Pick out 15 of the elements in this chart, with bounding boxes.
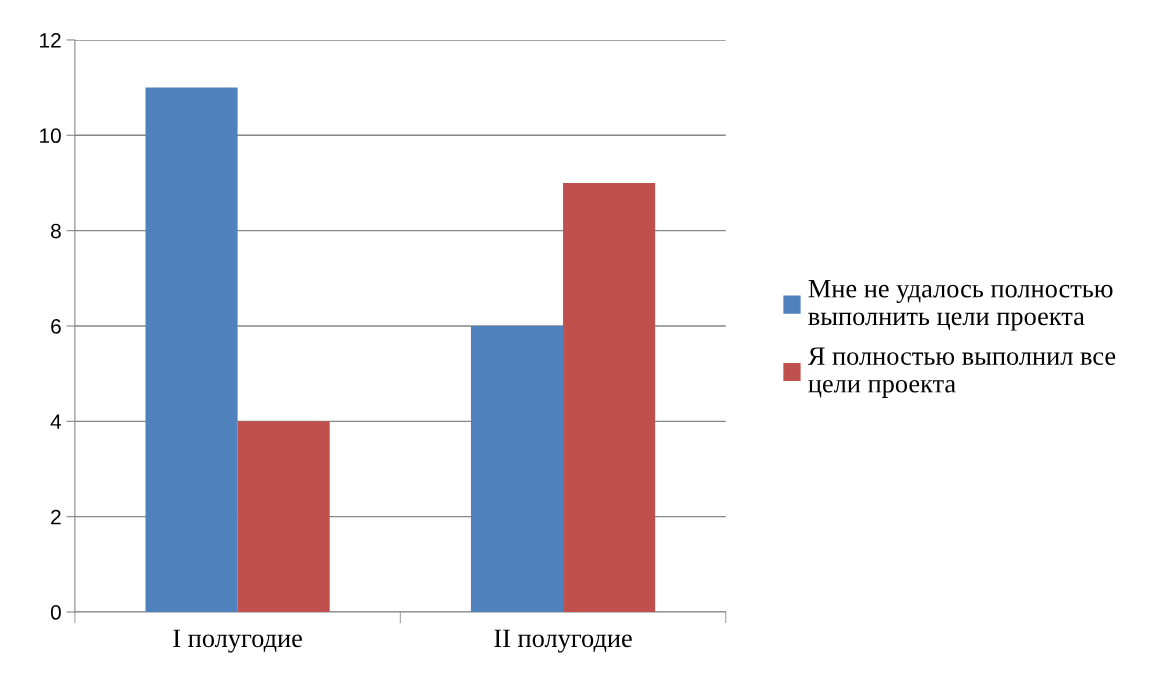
bar [563, 182, 656, 613]
y-tick-label: 12 [40, 32, 61, 48]
bar [470, 325, 564, 613]
bar [237, 421, 330, 613]
legend-label: Мне не удалось полностью выполнить цели проекта [808, 280, 1113, 331]
y-tick-label: 0 [50, 605, 61, 620]
y-tick-label: 4 [50, 414, 62, 429]
y-tick-label: 2 [51, 509, 61, 525]
x-tick-label: I полугодие [173, 629, 302, 653]
bar [145, 87, 238, 613]
y-tick-label: 6 [51, 318, 61, 334]
y-tick-label: 10 [40, 128, 61, 144]
y-tick-label: 8 [51, 223, 61, 239]
legend-label: Я полностью выполнил все цели проекта [807, 347, 1116, 398]
x-tick-label: II полугодие [494, 629, 632, 653]
